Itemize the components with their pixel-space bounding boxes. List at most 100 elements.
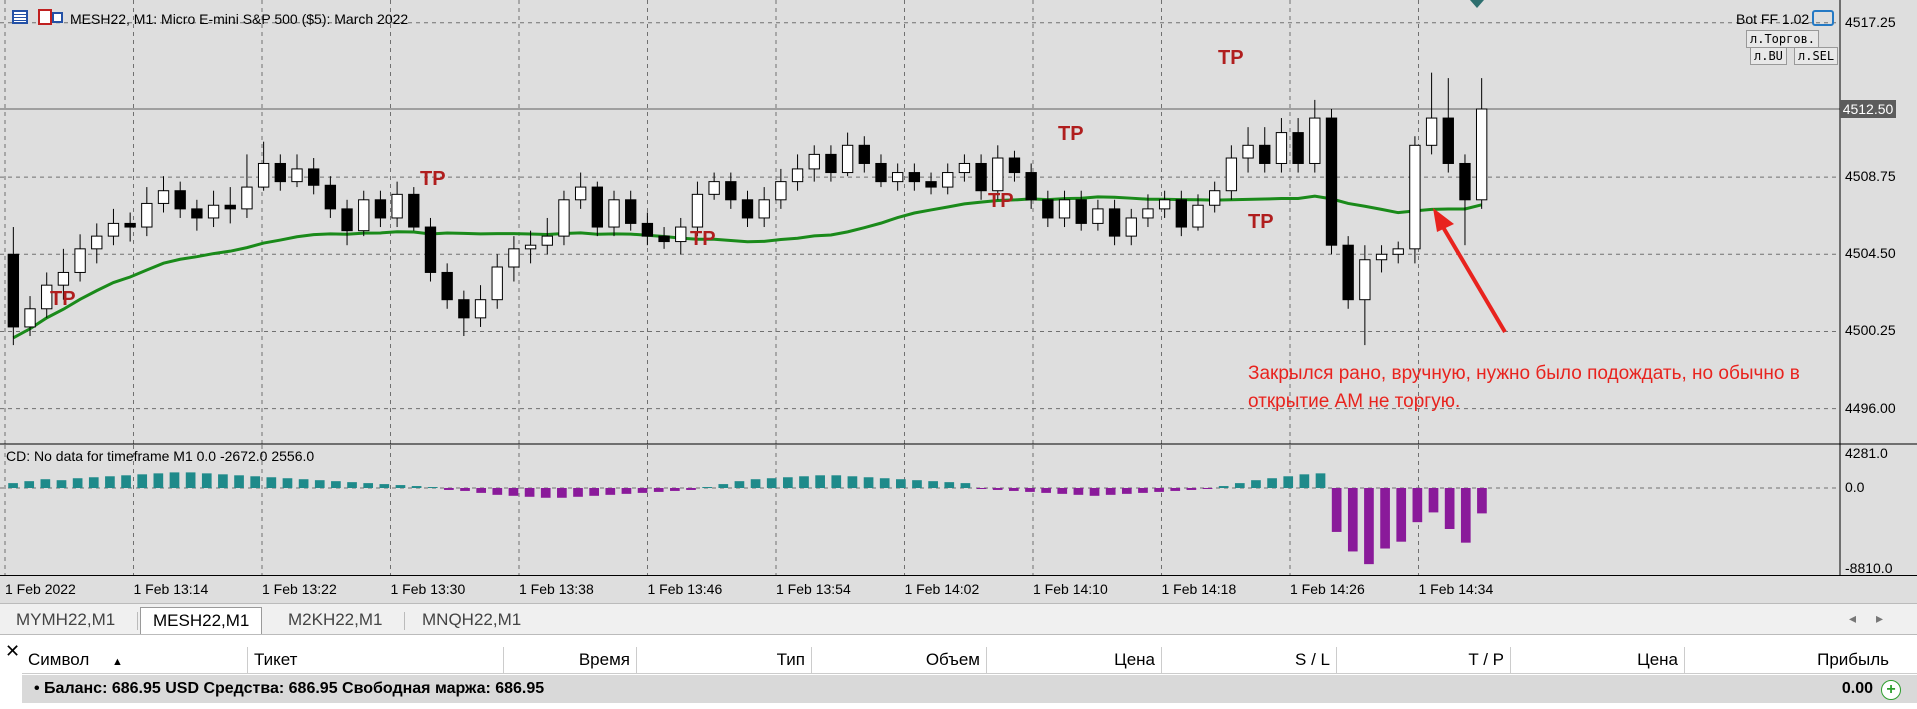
- histogram-bar: [1008, 488, 1019, 491]
- candle-body: [524, 244, 537, 250]
- histogram-bar: [928, 481, 938, 488]
- histogram-bar: [492, 488, 503, 495]
- candle-body: [191, 208, 203, 219]
- candle-body: [1342, 244, 1354, 301]
- histogram-bar: [444, 488, 454, 490]
- histogram-bar: [460, 488, 470, 491]
- candle-body: [608, 199, 620, 228]
- candle-body: [1375, 253, 1388, 261]
- indicator-title: CD: No data for timeframe M1 0.0 -2672.0…: [6, 448, 315, 464]
- histogram-bar: [896, 479, 906, 488]
- candle-body: [1075, 199, 1087, 224]
- histogram-bar: [282, 478, 293, 488]
- column-time[interactable]: Время: [504, 647, 637, 673]
- histogram-bar: [218, 474, 228, 488]
- annotation-arrow-head: [1433, 208, 1454, 232]
- candle-body: [825, 153, 837, 174]
- candle-body: [224, 204, 236, 210]
- candle-body: [1242, 144, 1254, 159]
- tp-label: TP: [690, 228, 716, 250]
- histogram-bar: [1299, 474, 1310, 488]
- candle-body: [141, 202, 153, 228]
- candle-body: [74, 248, 86, 273]
- histogram-bar: [314, 480, 325, 488]
- histogram-bar: [1428, 488, 1439, 513]
- main-chart[interactable]: TP TP TP TP TP TP TP MESH22, M1: Micro E-mini …: [0, 0, 1917, 445]
- price-tick-label: 4504.50: [1845, 245, 1896, 262]
- chart-toolbox-icon[interactable]: [38, 9, 52, 25]
- histogram-bar: [1347, 488, 1358, 552]
- candle-body: [124, 222, 136, 228]
- price-tick-label: 4517.25: [1845, 13, 1896, 30]
- histogram-bar: [573, 488, 583, 497]
- column-ticket[interactable]: Тикет: [248, 647, 504, 673]
- candle-body: [725, 181, 737, 201]
- tp-label: TP: [50, 288, 76, 310]
- histogram-bar: [395, 485, 406, 488]
- time-tick-label: 1 Feb 13:54: [776, 581, 851, 597]
- tp-label: TP: [1248, 211, 1274, 233]
- histogram-bar: [1315, 473, 1326, 488]
- column-price-current[interactable]: Цена: [1511, 647, 1685, 673]
- histogram-bar: [1105, 488, 1116, 495]
- candle-body: [958, 162, 971, 174]
- column-sl[interactable]: S / L: [1162, 647, 1337, 673]
- histogram-bar: [783, 477, 793, 488]
- cd-indicator-window[interactable]: [0, 445, 1917, 575]
- candle-body: [474, 299, 487, 319]
- candle-body: [391, 193, 403, 219]
- time-tick-label: 1 Feb 14:26: [1290, 581, 1365, 597]
- histogram-bar: [72, 478, 83, 488]
- chart-toolbox-icon-2[interactable]: [52, 12, 63, 23]
- candle-body: [257, 162, 270, 188]
- time-tick-label: 1 Feb 2022: [5, 581, 76, 597]
- candle-body: [691, 193, 704, 228]
- histogram-bar: [476, 488, 487, 493]
- histogram-bar: [1073, 488, 1084, 495]
- balance-row[interactable]: • Баланс: 686.95 USD Средства: 686.95 Св…: [22, 675, 1917, 703]
- candle-body: [558, 199, 570, 237]
- main-chart-canvas[interactable]: TP TP TP TP TP TP TP: [0, 0, 1917, 445]
- candle-body: [1425, 117, 1438, 146]
- histogram-bar: [56, 480, 67, 488]
- chart-title: MESH22, M1: Micro E-mini S&P 500 ($5): M…: [70, 11, 409, 27]
- column-volume[interactable]: Объем: [812, 647, 987, 673]
- histogram-bar: [201, 473, 212, 488]
- column-profit[interactable]: Прибыль: [1817, 650, 1889, 669]
- histogram-bar: [847, 476, 858, 488]
- bot-bu-button[interactable]: л.BU: [1750, 47, 1787, 65]
- histogram-bar: [363, 483, 374, 488]
- add-icon[interactable]: +: [1881, 680, 1901, 700]
- bot-cap-icon[interactable]: [1812, 10, 1834, 26]
- histogram-bar: [508, 488, 519, 496]
- candle-body: [841, 144, 854, 174]
- bot-sel-button[interactable]: л.SEL: [1794, 47, 1839, 65]
- column-tp[interactable]: T / P: [1337, 647, 1511, 673]
- candle-body: [1058, 199, 1071, 219]
- histogram-bar: [912, 480, 922, 488]
- column-type[interactable]: Тип: [637, 647, 812, 673]
- tab-m2kh22[interactable]: M2KH22,M1: [288, 610, 383, 629]
- histogram-bar: [557, 488, 567, 498]
- tab-scroll-arrows[interactable]: ◂▸: [1848, 610, 1903, 626]
- close-icon[interactable]: ✕: [5, 641, 21, 661]
- menu-icon[interactable]: [12, 10, 28, 24]
- tab-mymh22[interactable]: MYMH22,M1: [16, 610, 116, 629]
- indicator-label-top: 4281.0: [1845, 445, 1888, 461]
- tab-mesh22[interactable]: MESH22,M1: [140, 607, 263, 634]
- candle-body: [491, 266, 503, 301]
- column-symbol[interactable]: Символ ▲: [22, 647, 248, 673]
- candle-body: [1225, 157, 1238, 192]
- candle-body: [441, 271, 453, 301]
- candle-body: [91, 235, 103, 250]
- histogram-bar: [831, 475, 842, 488]
- price-tick-label: 4496.00: [1845, 399, 1896, 416]
- annotation-arrow-line: [1438, 220, 1507, 334]
- tab-mnqh22[interactable]: MNQH22,M1: [422, 610, 522, 629]
- histogram-bar: [815, 475, 825, 488]
- cd-indicator-canvas[interactable]: [0, 445, 1917, 575]
- annotation-text: Закрылся рано, вручную, нужно было подож…: [1248, 363, 1800, 412]
- bot-trade-button[interactable]: л.Торгов.: [1746, 30, 1820, 48]
- column-price[interactable]: Цена: [987, 647, 1162, 673]
- candle-body: [1192, 204, 1204, 228]
